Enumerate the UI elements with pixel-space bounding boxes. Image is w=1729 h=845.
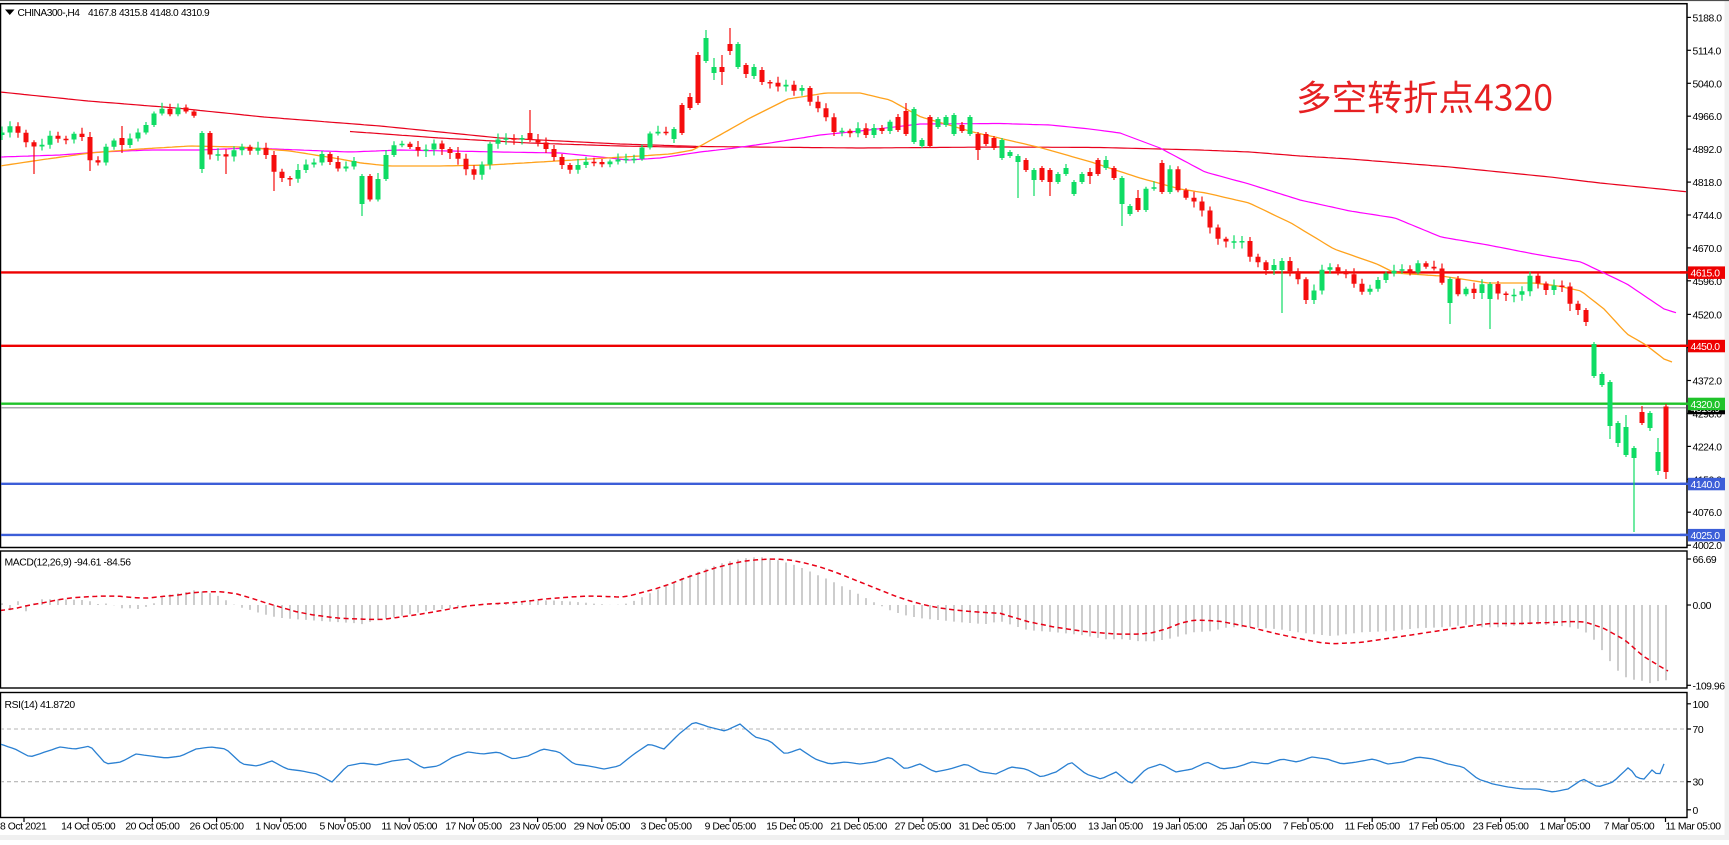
svg-text:70: 70 — [1693, 725, 1704, 736]
svg-text:17 Feb 05:00: 17 Feb 05:00 — [1408, 822, 1465, 833]
svg-text:5 Nov 05:00: 5 Nov 05:00 — [319, 822, 371, 833]
svg-text:31 Dec 05:00: 31 Dec 05:00 — [959, 822, 1016, 833]
svg-text:15 Dec 05:00: 15 Dec 05:00 — [766, 822, 823, 833]
svg-text:11 Feb 05:00: 11 Feb 05:00 — [1345, 822, 1401, 833]
svg-text:4520.0: 4520.0 — [1693, 310, 1723, 321]
svg-text:1 Nov 05:00: 1 Nov 05:00 — [255, 822, 307, 833]
svg-text:4025.0: 4025.0 — [1691, 531, 1721, 542]
svg-text:14 Oct 05:00: 14 Oct 05:00 — [61, 822, 116, 833]
svg-text:4002.0: 4002.0 — [1693, 541, 1723, 552]
svg-text:25 Jan 05:00: 25 Jan 05:00 — [1216, 822, 1271, 833]
svg-text:3 Dec 05:00: 3 Dec 05:00 — [640, 822, 692, 833]
svg-text:23 Feb 05:00: 23 Feb 05:00 — [1473, 822, 1530, 833]
svg-text:4818.0: 4818.0 — [1693, 178, 1723, 189]
svg-text:RSI(14) 41.8720: RSI(14) 41.8720 — [5, 700, 76, 711]
svg-text:4167.8: 4167.8 — [88, 8, 117, 19]
svg-text:21 Dec 05:00: 21 Dec 05:00 — [830, 822, 887, 833]
svg-text:9 Dec 05:00: 9 Dec 05:00 — [705, 822, 757, 833]
svg-text:7 Mar 05:00: 7 Mar 05:00 — [1604, 822, 1655, 833]
svg-text:27 Dec 05:00: 27 Dec 05:00 — [895, 822, 952, 833]
svg-text:1 Mar 05:00: 1 Mar 05:00 — [1540, 822, 1591, 833]
svg-text:7 Feb 05:00: 7 Feb 05:00 — [1283, 822, 1334, 833]
svg-text:66.69: 66.69 — [1693, 555, 1717, 566]
svg-text:-109.96: -109.96 — [1693, 681, 1726, 692]
svg-text:4310.9: 4310.9 — [181, 8, 210, 19]
svg-text:4892.0: 4892.0 — [1693, 145, 1723, 156]
svg-text:0.00: 0.00 — [1693, 601, 1712, 612]
svg-text:5040.0: 5040.0 — [1693, 79, 1723, 90]
svg-text:30: 30 — [1693, 778, 1704, 789]
svg-text:11 Nov 05:00: 11 Nov 05:00 — [381, 822, 437, 833]
svg-text:17 Nov 05:00: 17 Nov 05:00 — [445, 822, 502, 833]
svg-text:23 Nov 05:00: 23 Nov 05:00 — [509, 822, 566, 833]
svg-text:100: 100 — [1693, 700, 1710, 711]
svg-text:4148.0: 4148.0 — [150, 8, 179, 19]
svg-text:5114.0: 5114.0 — [1693, 46, 1722, 57]
svg-text:4315.8: 4315.8 — [119, 8, 148, 19]
svg-text:4966.0: 4966.0 — [1693, 112, 1723, 123]
svg-text:5188.0: 5188.0 — [1693, 13, 1723, 24]
svg-text:4615.0: 4615.0 — [1691, 269, 1721, 280]
svg-text:4450.0: 4450.0 — [1691, 342, 1721, 353]
svg-text:13 Jan 05:00: 13 Jan 05:00 — [1088, 822, 1143, 833]
svg-text:0: 0 — [1693, 806, 1699, 817]
svg-text:MACD(12,26,9) -94.61 -84.56: MACD(12,26,9) -94.61 -84.56 — [5, 558, 132, 569]
svg-text:4744.0: 4744.0 — [1693, 211, 1723, 222]
svg-text:26 Oct 05:00: 26 Oct 05:00 — [190, 822, 245, 833]
svg-text:8 Oct 2021: 8 Oct 2021 — [0, 822, 47, 833]
svg-text:CHINA300-,H4: CHINA300-,H4 — [18, 8, 81, 19]
svg-text:7 Jan 05:00: 7 Jan 05:00 — [1027, 822, 1077, 833]
svg-text:4076.0: 4076.0 — [1693, 508, 1723, 519]
svg-text:4224.0: 4224.0 — [1693, 442, 1723, 453]
svg-text:4372.0: 4372.0 — [1693, 377, 1723, 388]
svg-text:19 Jan 05:00: 19 Jan 05:00 — [1152, 822, 1207, 833]
svg-text:11 Mar 05:00: 11 Mar 05:00 — [1666, 822, 1722, 833]
svg-text:4670.0: 4670.0 — [1693, 244, 1723, 255]
svg-text:4320.0: 4320.0 — [1691, 400, 1721, 411]
svg-text:4140.0: 4140.0 — [1691, 480, 1721, 491]
svg-text:29 Nov 05:00: 29 Nov 05:00 — [574, 822, 631, 833]
svg-text:20 Oct 05:00: 20 Oct 05:00 — [125, 822, 180, 833]
